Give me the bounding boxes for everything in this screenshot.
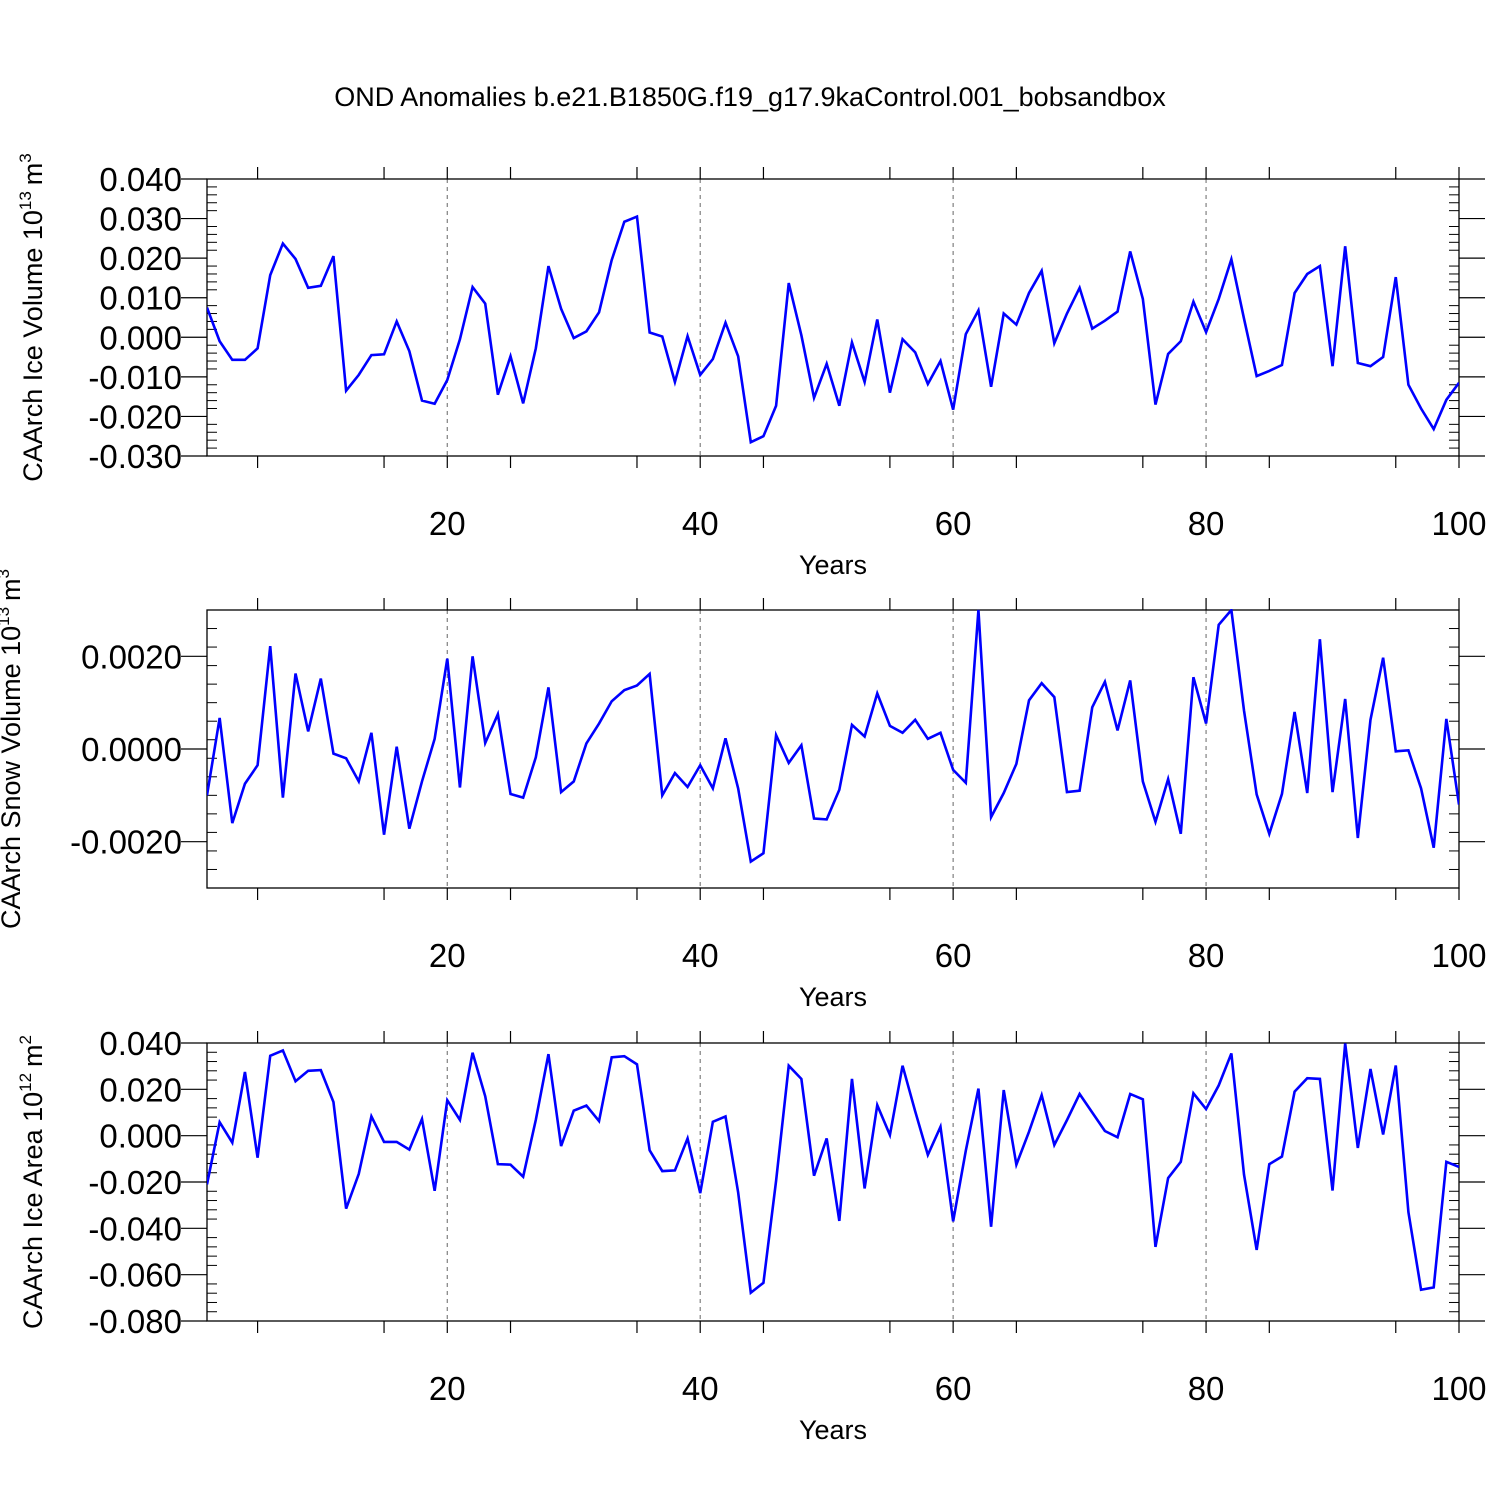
series-line [207, 1043, 1459, 1296]
x-tick-label: 80 [1188, 505, 1225, 542]
x-tick-label: 40 [682, 1370, 719, 1407]
x-tick-label: 60 [935, 1370, 972, 1407]
plot-frame [206, 609, 1460, 889]
y-tick-label: -0.020 [88, 398, 182, 435]
y-tick-label: -0.0020 [70, 824, 182, 861]
y-axis-label: CAArch Ice Volume 1013m3 [16, 153, 48, 482]
y-tick-label: 0.0020 [81, 638, 182, 675]
series-line [207, 609, 1459, 864]
panel-snow-volume: -0.0020 0.0000 0.0020 20 40 60 80 100 Years CAArc… [0, 569, 1487, 1012]
x-tick-label: 20 [429, 505, 466, 542]
x-tick-label: 20 [429, 937, 466, 974]
y-tick-label: -0.030 [88, 438, 182, 475]
y-axis-label: CAArch Snow Volume 1013m3 [0, 569, 26, 929]
y-axis-label: CAArch Ice Area 1012m2 [16, 1035, 48, 1329]
y-tick-label: -0.060 [88, 1257, 182, 1294]
y-tick-label: 0.020 [99, 1071, 182, 1108]
panel-ice-volume: -0.030-0.020-0.0100.0000.0100.0200.0300.… [16, 153, 1487, 580]
x-tick-label: 20 [429, 1370, 466, 1407]
x-tick-label: 40 [682, 937, 719, 974]
x-tick-label: 60 [935, 937, 972, 974]
y-tick-label: 0.000 [99, 1118, 182, 1155]
x-tick-label: 100 [1431, 505, 1486, 542]
series-line [207, 214, 1459, 445]
y-tick-label: -0.010 [88, 359, 182, 396]
x-tick-label: 80 [1188, 1370, 1225, 1407]
x-axis-label: Years [799, 550, 867, 580]
x-tick-label: 100 [1431, 1370, 1486, 1407]
x-tick-label: 60 [935, 505, 972, 542]
figure-title: OND Anomalies b.e21.B1850G.f19_g17.9kaCo… [334, 82, 1166, 112]
y-tick-label: -0.080 [88, 1303, 182, 1340]
x-tick-label: 80 [1188, 937, 1225, 974]
y-tick-label: 0.030 [99, 201, 182, 238]
y-tick-label: 0.040 [99, 1025, 182, 1062]
x-axis-label: Years [799, 1415, 867, 1445]
panel-ice-area: -0.080 -0.060 -0.040 -0.020 0.000 0.020 0.040 2… [16, 1025, 1487, 1445]
y-tick-label: 0.040 [99, 161, 182, 198]
y-tick-label: 0.0000 [81, 731, 182, 768]
y-tick-label: 0.010 [99, 280, 182, 317]
y-tick-label: 0.000 [99, 319, 182, 356]
y-tick-label: -0.020 [88, 1164, 182, 1201]
y-tick-label: 0.020 [99, 240, 182, 277]
x-tick-label: 40 [682, 505, 719, 542]
x-axis-label: Years [799, 982, 867, 1012]
y-tick-label: -0.040 [88, 1210, 182, 1247]
x-tick-label: 100 [1431, 937, 1486, 974]
plot-frame [206, 178, 1460, 457]
